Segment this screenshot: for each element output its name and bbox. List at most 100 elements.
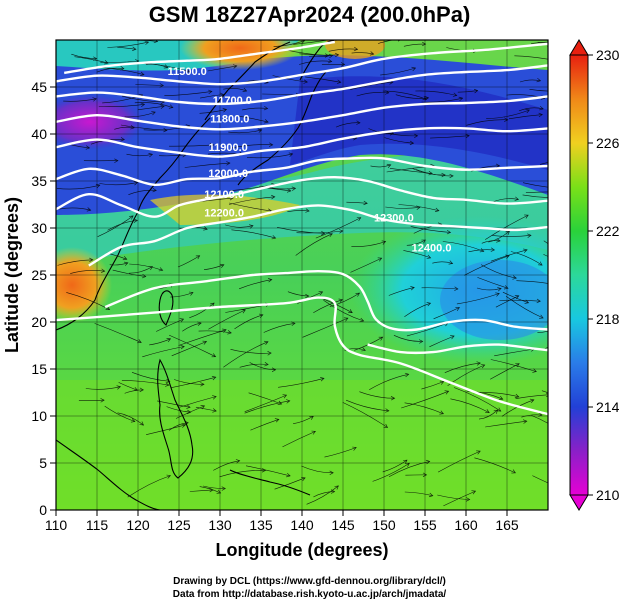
streamline-arrowhead [413, 133, 419, 139]
streamline-arrowhead [133, 181, 139, 186]
colorbar-tick-label: 230 [596, 47, 619, 63]
streamline-arrowhead [264, 362, 269, 367]
contour-labels: 11500.0 11700.0 11800.0 11900.0 12000.0 12100… [168, 66, 452, 255]
streamline-arrowhead [476, 450, 481, 455]
x-axis: 110 115 120 125 130 135 140 145 150 155 160 165 [45, 510, 519, 533]
streamline-arrowhead [383, 423, 389, 428]
streamline-arrowhead [490, 247, 496, 252]
y-tick-label: 5 [39, 455, 47, 471]
streamline [195, 406, 217, 412]
streamline-arrowhead [503, 285, 509, 290]
coastline-philippines [157, 358, 194, 479]
streamline [412, 168, 446, 176]
streamline-arrowhead [105, 306, 111, 310]
credit-data-source: Data from http://database.rish.kyoto-u.a… [172, 589, 447, 600]
streamline-arrowhead [197, 321, 202, 326]
credit-drawing: Drawing by DCL (https://www.gfd-dennou.o… [173, 576, 446, 587]
streamline-arrowhead [180, 345, 185, 350]
streamline-arrowhead [421, 41, 427, 47]
streamline [230, 349, 272, 354]
streamline [443, 490, 476, 507]
streamline [490, 363, 520, 380]
streamline [421, 381, 444, 390]
streamline-arrowhead [209, 142, 215, 148]
streamline [531, 41, 548, 44]
streamline-arrowhead [327, 58, 333, 64]
streamline-arrowhead [328, 233, 333, 237]
streamline [158, 154, 187, 157]
y-tick-label: 0 [39, 502, 47, 518]
streamline [456, 293, 500, 305]
streamline [457, 90, 478, 93]
streamline [131, 372, 170, 382]
streamline-arrowhead [538, 261, 543, 266]
streamline-arrowhead [441, 172, 446, 178]
streamline-arrowhead [144, 40, 150, 45]
streamline-arrowhead [130, 418, 136, 423]
streamline-arrowhead [271, 194, 276, 200]
streamline-arrowhead [89, 257, 94, 263]
streamline-arrowhead [361, 347, 366, 352]
streamline [421, 287, 458, 290]
streamline [474, 457, 516, 474]
streamline [208, 309, 246, 330]
streamline [242, 107, 268, 111]
streamline-arrowhead [343, 317, 349, 322]
streamline-arrowhead [257, 128, 263, 133]
streamline-arrowhead [195, 255, 201, 260]
jet-core-region [290, 76, 548, 170]
streamline [223, 341, 269, 368]
streamline-arrowhead [123, 261, 129, 266]
streamline [306, 485, 339, 505]
streamline-arrowhead [186, 409, 192, 415]
coastline-japan [237, 71, 327, 186]
streamline-arrowhead [554, 283, 558, 287]
streamline-arrowhead [532, 368, 537, 373]
streamline [168, 422, 189, 431]
streamline-arrowhead [496, 238, 501, 243]
streamline [189, 302, 215, 319]
streamline-arrowhead [104, 60, 109, 65]
streamline-arrowhead [485, 409, 490, 413]
streamline-arrowhead [92, 97, 97, 102]
streamline-arrowhead [242, 87, 248, 92]
x-tick-label: 140 [290, 517, 314, 533]
streamline-arrowhead [416, 205, 421, 210]
streamline [202, 485, 226, 489]
streamline-arrowhead [523, 248, 528, 253]
streamline [198, 330, 232, 334]
streamline-arrowhead [512, 275, 517, 280]
streamline [137, 106, 165, 111]
streamline [219, 470, 266, 478]
streamline [309, 55, 333, 58]
contour-line-12100.0 [56, 156, 548, 187]
streamline-arrowhead [158, 267, 164, 272]
streamline-arrowhead [496, 407, 502, 412]
streamline-arrowhead [203, 226, 208, 231]
streamline-arrowhead [458, 96, 464, 102]
streamline [249, 362, 276, 371]
streamline [63, 98, 97, 102]
streamline-arrowhead [219, 263, 225, 268]
streamline-arrowhead [336, 79, 342, 84]
streamline [324, 447, 357, 458]
contour-label: 12400.0 [412, 243, 452, 255]
streamline [315, 217, 361, 239]
streamline-arrowhead [452, 92, 458, 97]
streamline [71, 53, 97, 59]
streamline [478, 409, 498, 420]
y-axis-title: Latitude (degrees) [2, 197, 22, 353]
streamline-arrowhead [210, 302, 215, 307]
streamline-arrowhead [340, 62, 346, 67]
streamline-arrowhead [165, 378, 171, 384]
contour-line-11500.0 [64, 40, 335, 75]
streamline-arrowhead [404, 372, 410, 378]
coastline-borneo [56, 439, 161, 510]
streamline [234, 314, 263, 330]
chart-title: GSM 18Z27Apr2024 (200.0hPa) [148, 2, 471, 27]
streamline-arrowhead [311, 430, 316, 435]
streamline-arrowhead [282, 394, 288, 399]
streamline [274, 477, 306, 490]
streamline-arrowhead [363, 200, 368, 206]
streamline-arrowhead [185, 68, 191, 73]
